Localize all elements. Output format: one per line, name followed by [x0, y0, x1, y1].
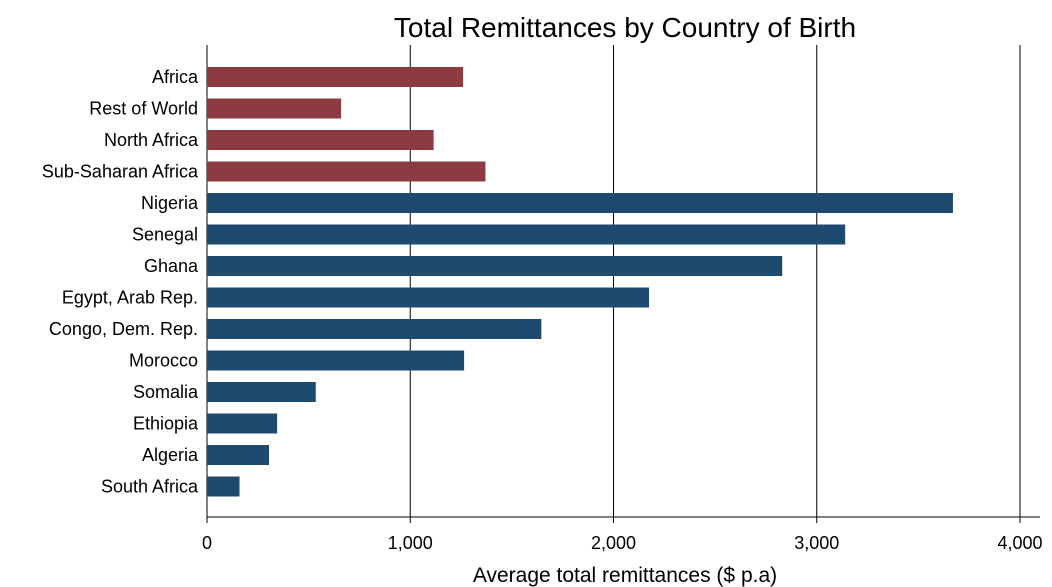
x-tick-label-1000: 1,000 [388, 533, 433, 553]
category-label-egypt-arab-rep: Egypt, Arab Rep. [62, 288, 198, 308]
category-label-rest-of-world: Rest of World [89, 99, 198, 119]
bar-rest-of-world [207, 98, 342, 119]
bar-congo-dem-rep [207, 319, 542, 339]
bar-nigeria [207, 193, 953, 213]
bar-south-africa [207, 476, 240, 497]
bar-ghana [207, 256, 783, 276]
bar-africa [207, 67, 464, 87]
category-label-ghana: Ghana [144, 256, 199, 276]
category-label-algeria: Algeria [142, 445, 199, 465]
bar-ethiopia [207, 413, 278, 434]
category-labels: Africa Rest of World North Africa Sub-Sahar… [42, 67, 199, 497]
category-label-congo-dem-rep: Congo, Dem. Rep. [49, 319, 198, 339]
category-label-south-africa: South Africa [101, 477, 199, 497]
x-tick-label-2000: 2,000 [591, 533, 636, 553]
category-label-nigeria: Nigeria [141, 193, 199, 213]
x-tick-label-3000: 3,000 [794, 533, 839, 553]
category-label-north-africa: North Africa [104, 130, 199, 150]
bar-somalia [207, 382, 316, 402]
x-axis-label: Average total remittances ($ p.a) [473, 564, 777, 587]
bar-north-africa [207, 130, 434, 150]
category-label-morocco: Morocco [129, 351, 198, 371]
bar-morocco [207, 350, 465, 371]
bars [207, 67, 953, 497]
x-tick-label-0: 0 [202, 533, 212, 553]
bar-sub-saharan-africa [207, 161, 486, 182]
category-label-africa: Africa [152, 67, 199, 87]
category-label-senegal: Senegal [132, 225, 198, 245]
chart-title: Total Remittances by Country of Birth [394, 12, 856, 43]
category-label-ethiopia: Ethiopia [133, 414, 199, 434]
bar-algeria [207, 445, 269, 465]
x-tick-label-4000: 4,000 [997, 533, 1042, 553]
bar-egypt-arab-rep [207, 287, 650, 308]
x-axis-ticks: 0 1,000 2,000 3,000 4,000 [202, 517, 1043, 553]
category-label-sub-saharan-africa: Sub-Saharan Africa [42, 162, 199, 182]
category-label-somalia: Somalia [133, 382, 199, 402]
gridlines [206, 45, 1021, 517]
bar-senegal [207, 224, 846, 245]
